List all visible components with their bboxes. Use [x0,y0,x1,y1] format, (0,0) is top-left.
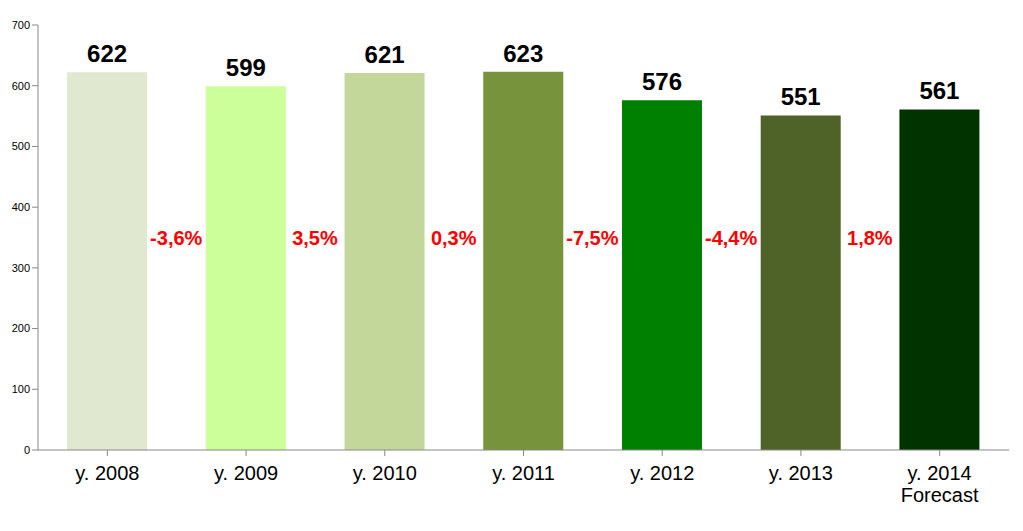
svg-text:561: 561 [919,77,959,104]
svg-text:y. 2010: y. 2010 [353,462,417,484]
svg-text:576: 576 [642,68,682,95]
svg-text:y. 2012: y. 2012 [630,462,694,484]
svg-text:0: 0 [24,444,30,456]
svg-text:600: 600 [12,80,30,92]
svg-text:0,3%: 0,3% [431,227,477,249]
svg-text:200: 200 [12,322,30,334]
svg-text:623: 623 [503,40,543,67]
svg-text:y. 2014Forecast: y. 2014Forecast [901,462,979,506]
svg-text:622: 622 [87,40,127,67]
svg-text:3,5%: 3,5% [292,227,338,249]
svg-text:100: 100 [12,383,30,395]
svg-text:599: 599 [226,54,266,81]
svg-text:-3,6%: -3,6% [150,227,202,249]
svg-text:y. 2009: y. 2009 [214,462,278,484]
svg-text:300: 300 [12,262,30,274]
svg-text:y. 2013: y. 2013 [769,462,833,484]
svg-text:1,8%: 1,8% [847,227,893,249]
svg-text:700: 700 [12,19,30,31]
svg-text:y. 2011: y. 2011 [492,462,555,484]
svg-text:621: 621 [365,41,405,68]
svg-text:-4,4%: -4,4% [705,227,757,249]
svg-text:551: 551 [781,83,821,110]
svg-text:500: 500 [12,140,30,152]
svg-text:400: 400 [12,201,30,213]
svg-text:y. 2008: y. 2008 [75,462,139,484]
svg-text:-7,5%: -7,5% [566,227,618,249]
